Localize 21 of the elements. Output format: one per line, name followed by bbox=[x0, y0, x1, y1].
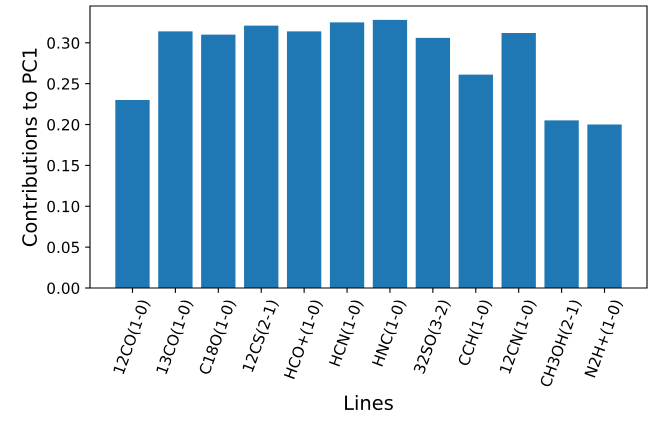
bar bbox=[416, 38, 450, 288]
bar bbox=[372, 20, 408, 288]
y-tick-label: 0.00 bbox=[47, 282, 80, 294]
bar bbox=[587, 124, 622, 288]
y-tick-label: 0.20 bbox=[47, 118, 80, 131]
bar bbox=[544, 120, 579, 288]
x-axis-title: Lines bbox=[345, 395, 393, 410]
bar bbox=[115, 100, 150, 288]
bar bbox=[244, 26, 278, 288]
y-tick-label: 0.25 bbox=[47, 78, 79, 90]
y-tick-label: 0.30 bbox=[47, 37, 80, 49]
y-axis-title: Contributions to PC1 bbox=[22, 48, 37, 246]
y-tick-label: 0.15 bbox=[47, 160, 79, 172]
bar bbox=[286, 31, 322, 288]
y-tick-label: 0.05 bbox=[47, 242, 79, 254]
bar bbox=[502, 32, 536, 288]
bar bbox=[330, 22, 364, 288]
bar bbox=[158, 31, 193, 288]
y-tick-label: 0.10 bbox=[47, 200, 80, 212]
bar bbox=[458, 74, 493, 288]
bar bbox=[201, 34, 236, 288]
